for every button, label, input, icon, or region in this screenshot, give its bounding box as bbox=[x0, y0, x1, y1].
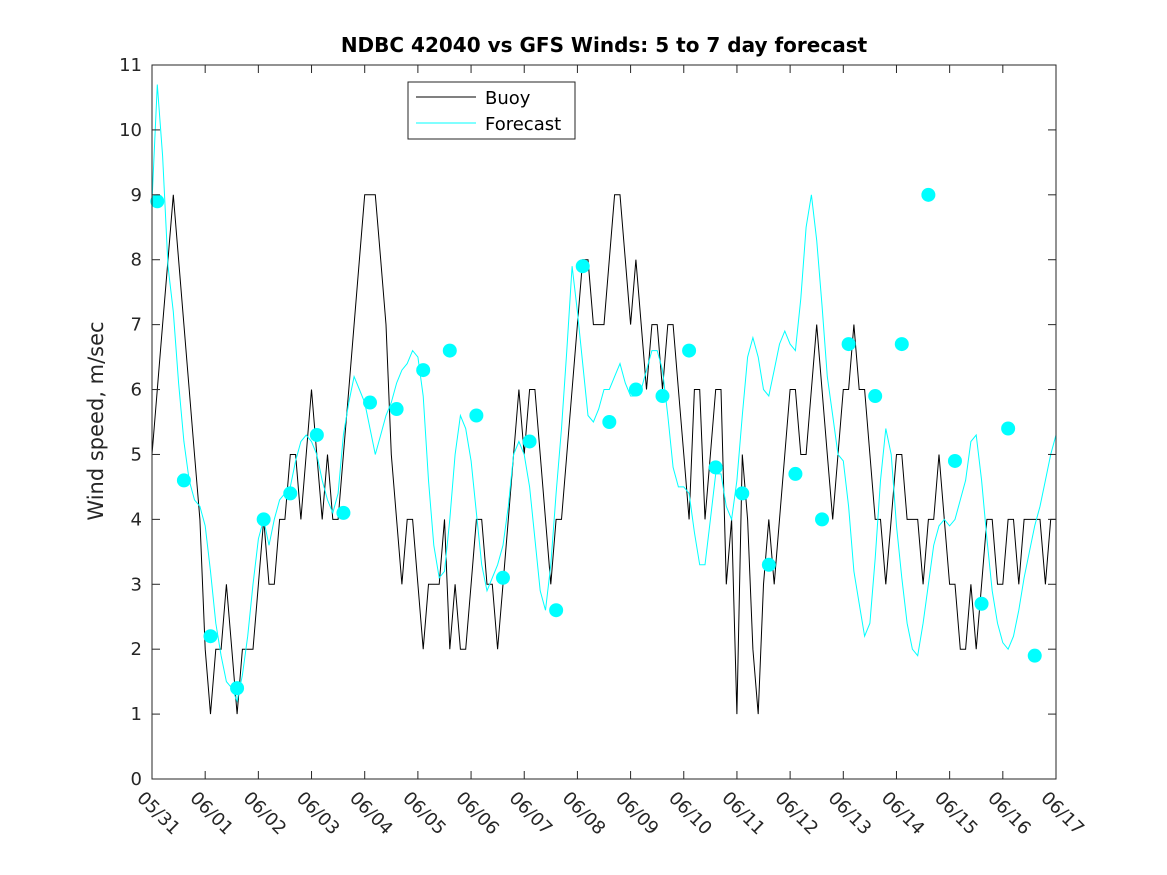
forecast-marker bbox=[495, 570, 510, 585]
forecast-marker bbox=[974, 596, 989, 611]
legend: Buoy Forecast bbox=[407, 81, 576, 140]
y-tick-label: 3 bbox=[131, 574, 142, 595]
forecast-marker bbox=[549, 603, 564, 618]
y-tick-label: 6 bbox=[131, 380, 142, 401]
forecast-marker bbox=[921, 187, 936, 202]
forecast-marker bbox=[682, 343, 697, 358]
y-tick-label: 7 bbox=[131, 315, 142, 336]
forecast-marker bbox=[389, 402, 404, 417]
forecast-marker bbox=[868, 389, 883, 404]
forecast-marker bbox=[841, 337, 856, 352]
chart-title: NDBC 42040 vs GFS Winds: 5 to 7 day fore… bbox=[341, 33, 868, 57]
legend-box bbox=[407, 81, 576, 140]
forecast-marker bbox=[1001, 421, 1016, 436]
forecast-marker bbox=[283, 486, 298, 501]
y-tick-label: 9 bbox=[131, 185, 142, 206]
forecast-marker bbox=[947, 453, 962, 468]
forecast-marker bbox=[309, 427, 324, 442]
forecast-marker bbox=[363, 395, 378, 410]
forecast-marker bbox=[442, 343, 457, 358]
forecast-marker bbox=[416, 363, 431, 378]
y-axis-label: Wind speed, m/sec bbox=[84, 321, 108, 520]
forecast-marker bbox=[602, 415, 617, 429]
forecast-marker bbox=[655, 389, 670, 404]
y-tick-label: 4 bbox=[131, 509, 142, 530]
forecast-marker bbox=[469, 408, 484, 423]
legend-label-buoy: Buoy bbox=[485, 88, 531, 109]
forecast-marker bbox=[176, 473, 191, 488]
forecast-marker bbox=[256, 512, 271, 527]
y-tick-label: 1 bbox=[131, 704, 142, 725]
series-line-buoy bbox=[151, 194, 1056, 715]
forecast-marker bbox=[336, 505, 351, 520]
y-tick-label: 0 bbox=[131, 769, 142, 790]
forecast-marker bbox=[150, 194, 165, 209]
forecast-marker bbox=[761, 557, 776, 572]
y-tick-label: 11 bbox=[119, 55, 142, 76]
y-tick-label: 8 bbox=[131, 250, 142, 271]
y-axis-ticks: 0 1 2 3 4 5 6 7 8 9 10 11 bbox=[119, 55, 1056, 790]
forecast-marker bbox=[1027, 648, 1042, 663]
plot-area bbox=[150, 84, 1057, 715]
forecast-marker bbox=[522, 434, 537, 449]
forecast-marker bbox=[203, 629, 218, 644]
forecast-marker bbox=[894, 337, 909, 352]
y-tick-label: 5 bbox=[131, 444, 142, 465]
forecast-marker bbox=[815, 512, 830, 527]
forecast-marker bbox=[735, 486, 750, 501]
forecast-marker bbox=[575, 259, 590, 274]
axes-frame bbox=[151, 64, 1057, 780]
series-line-forecast bbox=[151, 84, 1057, 703]
y-tick-label: 10 bbox=[119, 120, 142, 141]
forecast-marker bbox=[708, 460, 723, 475]
forecast-marker bbox=[628, 382, 643, 397]
forecast-marker bbox=[230, 681, 245, 696]
y-tick-label: 2 bbox=[131, 639, 142, 660]
forecast-marker bbox=[788, 466, 803, 481]
legend-label-forecast: Forecast bbox=[485, 114, 561, 135]
